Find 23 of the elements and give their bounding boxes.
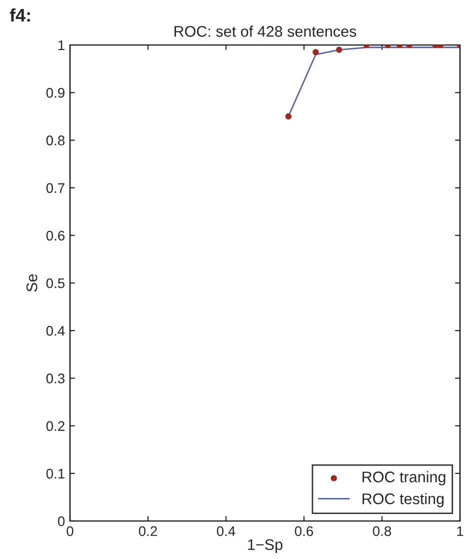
- legend-label: ROC traning: [362, 471, 446, 486]
- y-tick-label: 0.1: [46, 468, 64, 479]
- y-tick-label: 1: [58, 40, 64, 50]
- y-tick-label: 0.9: [46, 88, 64, 98]
- x-tick-label: 0.8: [372, 526, 392, 536]
- y-tick-label: 0.5: [46, 278, 65, 288]
- y-tick-label: 0.6: [46, 230, 65, 241]
- y-tick-label: 0.7: [46, 183, 64, 193]
- x-tick-label: 0.6: [294, 526, 314, 536]
- y-tick-label: 0.4: [46, 326, 65, 336]
- x-axis-title: 1−Sp: [248, 539, 282, 554]
- chart-title: ROC: set of 428 sentences: [174, 26, 356, 37]
- x-tick-label: 0: [66, 526, 74, 536]
- x-tick-label: 0.2: [138, 526, 157, 536]
- text: f4:: [10, 8, 30, 22]
- x-tick-label: 0.4: [216, 526, 236, 536]
- y-tick-label: 0: [58, 516, 65, 526]
- x-tick-label: 1: [457, 526, 464, 536]
- y-axis-title: Se: [26, 274, 38, 292]
- y-tick-label: 0.3: [46, 374, 65, 384]
- y-tick-label: 0.2: [46, 421, 64, 431]
- y-tick-label: 0.8: [46, 136, 65, 146]
- legend-label: ROC testing: [362, 493, 444, 508]
